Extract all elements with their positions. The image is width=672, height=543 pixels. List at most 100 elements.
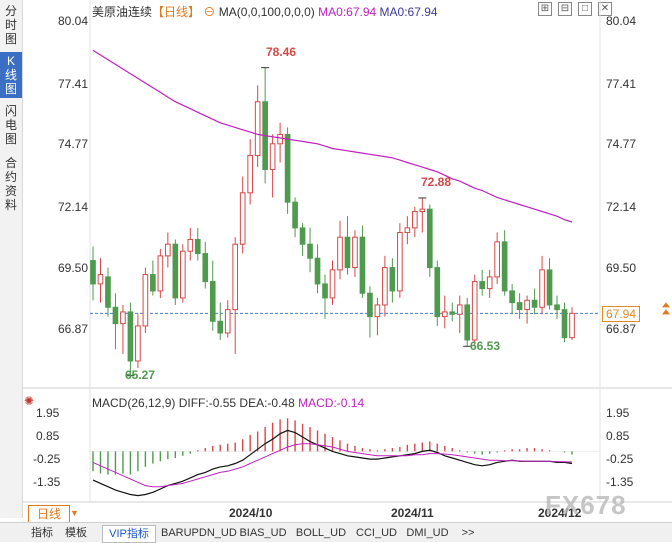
- candle-body: [352, 236, 358, 269]
- tab-barupdn[interactable]: BARUPDN_UD: [161, 527, 237, 539]
- candle-body: [464, 304, 471, 341]
- macd-header: MACD(26,12,9) DIFF:-0.55 DEA:-0.48 MACD:…: [92, 396, 364, 410]
- settings-icon[interactable]: ⊖: [203, 5, 216, 19]
- macd-dea-line: [92, 443, 573, 488]
- price-axis-right-5: 69.50: [606, 261, 637, 275]
- candle-body: [471, 281, 478, 341]
- candle-body: [486, 276, 493, 290]
- tab-char: 合: [4, 156, 17, 170]
- price-axis-left-2: 77.41: [58, 77, 89, 91]
- period-button[interactable]: 日线: [28, 505, 70, 523]
- candle-body: [329, 269, 336, 299]
- candle-body: [232, 243, 239, 311]
- close-icon[interactable]: ✕: [598, 2, 612, 16]
- tab-templates[interactable]: 模板: [65, 527, 87, 539]
- x-axis-label-nov: 2024/11: [391, 506, 434, 520]
- price-axis-left-4: 72.14: [58, 200, 89, 214]
- tab-indicators[interactable]: 指标: [31, 527, 53, 539]
- candle-body: [516, 302, 523, 311]
- price-axis-left-6: 66.87: [58, 322, 89, 336]
- macd-params[interactable]: MACD(26,12,9): [92, 396, 176, 410]
- tab-char: 线: [4, 68, 17, 82]
- candle-body: [165, 243, 171, 257]
- tab-char: 约: [4, 170, 17, 184]
- price-axis-left-1: 80.04: [58, 14, 89, 28]
- candle-body: [554, 304, 560, 311]
- price-axis-right-6: 66.87: [606, 322, 637, 336]
- tab-char: 分: [4, 4, 17, 18]
- low-annotation: 65.27: [125, 368, 156, 382]
- candle-body: [389, 267, 396, 292]
- ma-settings: MA(0,0,100,0,0,0): [218, 5, 315, 19]
- candle-body: [456, 304, 463, 315]
- tab-char: 图: [4, 82, 17, 96]
- tab-char: 电: [4, 118, 17, 132]
- candle-body: [120, 311, 126, 325]
- candle-body: [269, 143, 276, 170]
- candle-body: [569, 312, 575, 339]
- candle-body: [284, 133, 291, 203]
- candle-body: [322, 283, 328, 299]
- tab-char: 图: [4, 32, 17, 46]
- candle-body: [367, 292, 373, 318]
- candle-body: [292, 201, 298, 229]
- candle-body: [441, 311, 448, 318]
- candle-body: [277, 133, 283, 145]
- tab-char: 资: [4, 184, 17, 198]
- period-label[interactable]: 【日线】: [152, 5, 201, 19]
- high-annotation: 78.46: [266, 45, 297, 59]
- price-axis-right-4: 72.14: [606, 200, 637, 214]
- macd-axis-right-1: 1.95: [606, 406, 630, 420]
- candle-body: [539, 269, 545, 308]
- expand-icon[interactable]: ⊞: [538, 2, 552, 16]
- tab-contract-info[interactable]: 合 约 资 料: [0, 156, 22, 212]
- tab-boll[interactable]: BOLL_UD: [295, 527, 347, 539]
- bottom-toolbar: 指标 模板 VIP指标 BARUPDN_UD BIAS_UD BOLL_UD C…: [0, 522, 672, 543]
- macd-axis-left-1: 1.95: [36, 406, 60, 420]
- tab-dmi[interactable]: DMI_UD: [406, 527, 449, 539]
- candle-body: [224, 309, 231, 334]
- candle-body: [419, 208, 426, 213]
- ma0-value: MA0:67.94: [318, 5, 377, 19]
- tab-kline[interactable]: K 线 图: [0, 52, 22, 98]
- tab-flash-chart[interactable]: 闪 电 图: [0, 104, 22, 146]
- candle-body: [105, 276, 111, 308]
- macd-axis-right-2: 0.85: [606, 429, 630, 443]
- tab-timeshare[interactable]: 分 时 图: [0, 4, 22, 46]
- macd-axis-left-2: 0.85: [36, 429, 60, 443]
- tab-char: 图: [4, 132, 17, 146]
- current-price-tag: 67.94: [602, 306, 640, 322]
- candle-body: [374, 304, 381, 318]
- tab-char: 料: [4, 198, 17, 212]
- maximize-icon[interactable]: □: [578, 2, 592, 16]
- candle-body: [404, 227, 411, 234]
- candle-body: [127, 311, 134, 362]
- tab-vip-indicators[interactable]: VIP指标: [102, 525, 156, 543]
- tab-char: K: [6, 54, 15, 68]
- candle-body: [179, 250, 186, 299]
- candle-body: [247, 154, 253, 194]
- candle-body: [479, 281, 486, 290]
- candle-body: [344, 236, 351, 269]
- restore-icon[interactable]: ⊟: [558, 2, 572, 16]
- candle-body: [524, 299, 530, 311]
- symbol-name[interactable]: 美原油连续: [92, 5, 153, 19]
- candle-body: [426, 208, 433, 269]
- macd-diff: DIFF:-0.55: [178, 396, 237, 410]
- period-dropdown-icon[interactable]: ▼: [70, 508, 79, 518]
- candle-body: [209, 281, 216, 322]
- candle-body: [112, 306, 119, 325]
- candle-body: [202, 253, 209, 283]
- tab-cci[interactable]: CCI_UD: [356, 527, 397, 539]
- price-axis-right-3: 74.77: [606, 137, 637, 151]
- tab-bias[interactable]: BIAS_UD: [239, 527, 287, 539]
- candle-body: [239, 192, 246, 245]
- candle-body: [90, 260, 96, 285]
- more-tabs-button[interactable]: >>: [461, 527, 475, 539]
- candle-body: [172, 243, 179, 299]
- candle-body: [307, 243, 313, 259]
- candle-body: [97, 274, 104, 285]
- x-axis-label-dec: 2024/12: [538, 506, 582, 520]
- macd-settings-icon[interactable]: ✺: [24, 394, 35, 408]
